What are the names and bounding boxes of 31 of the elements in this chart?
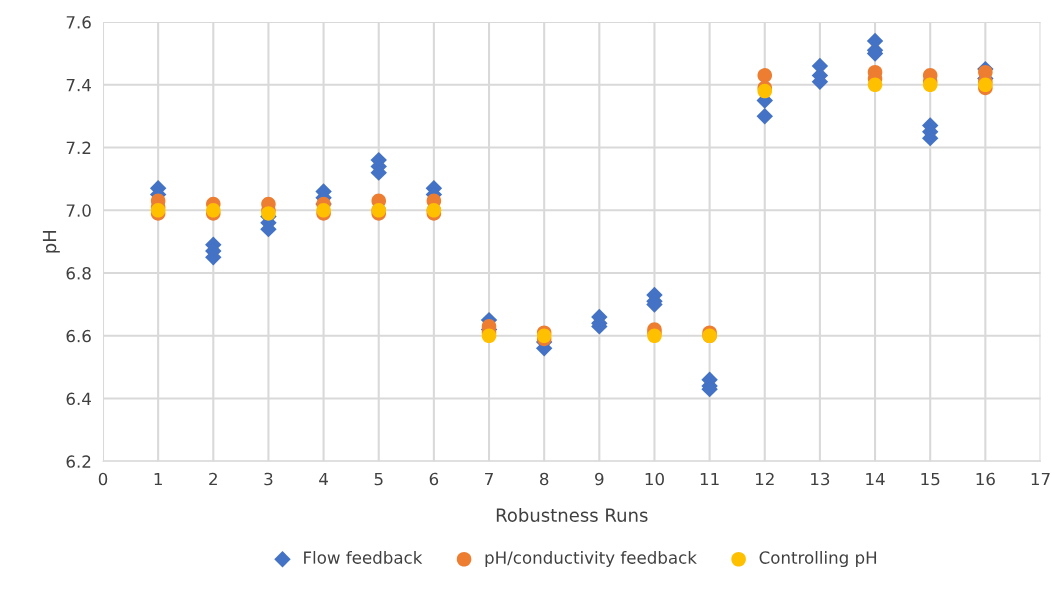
y-tick-label: 6.6 — [66, 329, 91, 343]
x-tick-label: 9 — [595, 472, 604, 486]
y-axis-title: pH — [42, 230, 60, 253]
legend-label: Controlling pH — [759, 550, 877, 568]
x-tick-label: 5 — [374, 472, 383, 486]
y-tick-label: 6.2 — [66, 455, 91, 468]
x-tick-label: 14 — [866, 472, 885, 486]
x-tick-label: 17 — [1031, 472, 1050, 486]
x-tick-label: 10 — [645, 472, 664, 486]
x-tick-label: 11 — [700, 472, 719, 486]
x-axis-title: Robustness Runs — [496, 507, 648, 522]
x-tick-label: 6 — [429, 472, 439, 486]
x-tick-label: 12 — [755, 472, 774, 486]
x-tick-label: 15 — [921, 472, 940, 486]
x-tick-label: 7 — [485, 472, 493, 486]
y-tick-label: 6.8 — [66, 267, 91, 280]
legend-label: Flow feedback — [304, 550, 423, 564]
y-tick-label: 7.2 — [66, 141, 91, 154]
y-tick-label: 7.6 — [66, 16, 91, 29]
x-tick-label: 0 — [98, 472, 108, 486]
y-tick-label: 7.4 — [66, 78, 91, 92]
x-tick-label: 3 — [264, 472, 273, 486]
x-tick-label: 8 — [540, 472, 549, 486]
x-tick-label: 2 — [209, 472, 217, 486]
y-tick-label: 6.4 — [66, 392, 91, 406]
x-tick-label: 4 — [319, 472, 328, 486]
x-tick-label: 13 — [811, 472, 830, 486]
x-tick-label: 1 — [154, 472, 162, 486]
legend-label: pH/conductivity feedback — [485, 550, 697, 568]
x-tick-label: 16 — [976, 472, 995, 486]
y-tick-label: 7.0 — [66, 204, 91, 217]
